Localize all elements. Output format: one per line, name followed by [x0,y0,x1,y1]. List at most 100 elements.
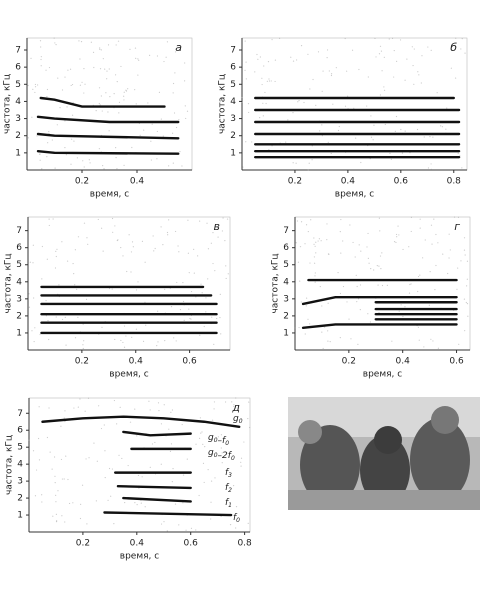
noise [162,135,164,137]
noise [115,157,117,159]
noise [126,270,128,273]
noise [97,218,99,221]
noise [200,432,202,434]
noise [344,105,347,107]
noise [32,244,34,246]
noise [68,502,71,505]
noise [48,224,50,227]
noise [212,262,214,265]
noise [396,236,398,238]
noise [33,340,35,343]
noise [85,458,87,460]
noise [102,250,104,252]
noise [34,83,37,86]
noise [266,80,268,82]
noise [397,225,399,227]
noise [447,272,449,275]
noise [393,49,395,52]
noise [138,59,140,61]
noise [48,338,50,341]
noise [326,57,328,59]
noise [183,319,185,321]
noise [163,521,165,523]
noise [57,77,59,79]
noise [174,51,177,53]
noise [378,311,380,314]
noise [326,223,328,225]
y-tick-label: 6 [17,426,23,436]
noise [115,147,117,149]
panel: 1 2 3 4 5 6 7 0.2 0.4 0.6 время, с частота, кГц в [4,216,231,380]
noise [134,47,137,49]
noise [169,450,172,452]
noise [162,244,164,246]
noise [235,505,238,508]
noise [247,417,249,420]
noise [182,502,184,504]
noise [274,59,277,61]
noise [35,469,38,471]
noise [321,305,323,307]
noise [413,83,415,85]
noise [34,86,37,88]
noise [318,238,320,240]
noise [409,152,411,154]
noise [63,478,65,480]
noise [124,501,126,504]
noise [295,242,297,244]
noise [305,297,308,299]
noise [265,102,267,105]
y-tick-label: 3 [230,114,236,124]
noise [123,346,126,348]
noise [125,90,128,92]
noise [419,218,421,220]
noise [408,246,410,248]
noise [36,84,39,86]
dog-photo [288,397,480,510]
noise [52,515,54,517]
noise [137,74,139,76]
noise [80,41,83,43]
noise [279,37,281,39]
noise [463,237,466,239]
harmonic-trace [36,132,180,140]
noise [100,49,102,51]
noise [172,132,174,134]
noise [428,304,430,306]
noise [290,56,292,58]
noise [115,44,117,46]
noise [160,423,163,425]
y-tick-label: 4 [15,97,21,107]
noise [314,272,316,274]
noise [210,480,213,482]
noise [310,219,312,221]
noise [292,60,295,62]
noise [235,527,237,529]
noise [40,58,42,61]
noise [120,339,122,342]
noise [83,222,86,224]
panel-label: д [231,401,240,414]
noise [41,168,43,170]
noise [312,78,314,81]
noise [54,42,56,44]
noise [27,137,29,139]
harmonic-trace [39,96,166,108]
noise [417,326,420,328]
noise [205,297,207,299]
noise [172,92,174,94]
noise [410,230,412,233]
noise [381,252,383,254]
noise [45,315,47,317]
noise [72,262,74,265]
noise [261,77,263,79]
noise [464,330,466,332]
noise [330,74,333,77]
noise [241,96,243,99]
noise [107,44,110,46]
noise [64,410,66,412]
noise [225,265,227,267]
noise [380,268,382,270]
noise [440,125,442,127]
noise [367,76,369,78]
